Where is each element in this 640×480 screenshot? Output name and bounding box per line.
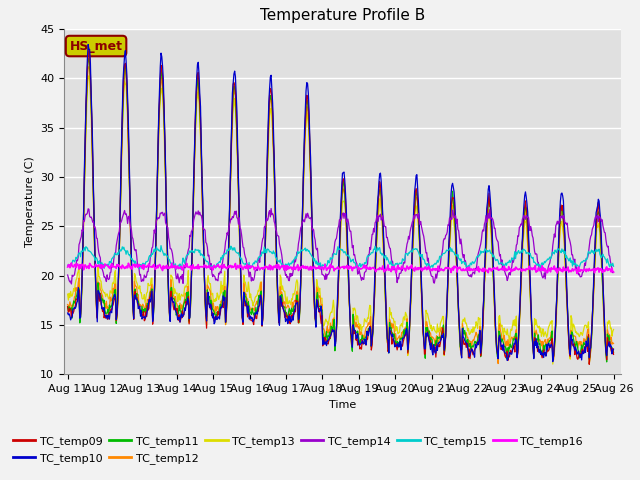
TC_temp11	[603, 359, 611, 365]
TC_temp13	[64, 291, 72, 297]
TC_temp10	[84, 42, 92, 48]
TC_temp16	[186, 264, 194, 270]
TC_temp12	[64, 302, 72, 308]
TC_temp15	[610, 264, 618, 269]
Legend: TC_temp09, TC_temp10, TC_temp11, TC_temp12, TC_temp13, TC_temp14, TC_temp15, TC_: TC_temp09, TC_temp10, TC_temp11, TC_temp…	[9, 432, 587, 468]
TC_temp16	[408, 262, 415, 268]
TC_temp12	[494, 360, 502, 366]
TC_temp10	[424, 330, 431, 336]
TC_temp11	[85, 56, 93, 61]
TC_temp11	[64, 304, 72, 310]
TC_temp13	[549, 361, 557, 367]
Line: TC_temp15: TC_temp15	[68, 246, 614, 269]
TC_temp12	[408, 273, 415, 278]
TC_temp13	[424, 311, 431, 316]
TC_temp09	[424, 329, 431, 335]
Line: TC_temp13: TC_temp13	[68, 76, 614, 364]
TC_temp10	[215, 314, 223, 320]
TC_temp16	[131, 261, 138, 267]
TC_temp15	[74, 254, 81, 260]
TC_temp12	[424, 324, 431, 329]
TC_temp10	[549, 359, 557, 364]
TC_temp11	[215, 312, 223, 317]
TC_temp10	[131, 293, 138, 299]
TC_temp09	[610, 351, 618, 357]
TC_temp13	[85, 73, 93, 79]
TC_temp14	[215, 270, 223, 276]
TC_temp09	[215, 310, 223, 316]
TC_temp15	[408, 249, 416, 255]
TC_temp14	[64, 272, 72, 278]
TC_temp15	[172, 266, 180, 272]
TC_temp09	[64, 304, 72, 310]
TC_temp09	[586, 361, 593, 367]
TC_temp15	[187, 250, 195, 255]
Title: Temperature Profile B: Temperature Profile B	[260, 9, 425, 24]
TC_temp13	[186, 306, 194, 312]
Line: TC_temp09: TC_temp09	[68, 49, 614, 364]
Y-axis label: Temperature (C): Temperature (C)	[24, 156, 35, 247]
TC_temp12	[85, 64, 93, 70]
TC_temp12	[215, 309, 223, 314]
TC_temp12	[74, 288, 81, 294]
TC_temp10	[186, 314, 194, 320]
TC_temp15	[424, 262, 432, 267]
TC_temp16	[610, 269, 618, 275]
TC_temp13	[74, 271, 81, 276]
TC_temp16	[424, 264, 431, 270]
Line: TC_temp16: TC_temp16	[68, 263, 614, 274]
TC_temp11	[131, 288, 138, 294]
TC_temp13	[215, 297, 223, 302]
TC_temp14	[424, 255, 432, 261]
TC_temp09	[186, 306, 194, 312]
TC_temp10	[610, 346, 618, 352]
TC_temp14	[408, 219, 416, 225]
TC_temp14	[610, 269, 618, 275]
TC_temp16	[215, 263, 223, 269]
TC_temp16	[68, 260, 76, 266]
TC_temp14	[74, 254, 82, 260]
TC_temp14	[68, 281, 76, 287]
Line: TC_temp11: TC_temp11	[68, 59, 614, 362]
TC_temp09	[85, 46, 93, 52]
Line: TC_temp10: TC_temp10	[68, 45, 614, 361]
Line: TC_temp12: TC_temp12	[68, 67, 614, 363]
TC_temp11	[424, 324, 431, 330]
TC_temp16	[64, 264, 72, 270]
TC_temp11	[186, 312, 194, 318]
Line: TC_temp14: TC_temp14	[68, 208, 614, 284]
TC_temp15	[157, 243, 165, 249]
TC_temp16	[573, 271, 581, 276]
TC_temp10	[74, 299, 81, 304]
TC_temp15	[130, 258, 138, 264]
TC_temp13	[408, 280, 415, 286]
TC_temp16	[74, 263, 82, 268]
TC_temp10	[408, 267, 415, 273]
TC_temp14	[131, 247, 138, 252]
TC_temp09	[131, 291, 138, 297]
TC_temp09	[408, 271, 415, 277]
TC_temp11	[408, 273, 415, 278]
Text: HS_met: HS_met	[70, 39, 123, 52]
TC_temp11	[610, 349, 618, 355]
TC_temp15	[216, 259, 223, 264]
TC_temp12	[131, 278, 138, 284]
TC_temp12	[610, 341, 618, 347]
TC_temp13	[610, 326, 618, 332]
X-axis label: Time: Time	[329, 400, 356, 409]
TC_temp14	[186, 232, 194, 238]
TC_temp11	[74, 288, 81, 294]
TC_temp13	[131, 271, 138, 276]
TC_temp15	[64, 263, 72, 269]
TC_temp14	[268, 205, 275, 211]
TC_temp10	[64, 310, 72, 316]
TC_temp09	[74, 295, 81, 300]
TC_temp12	[186, 313, 194, 319]
